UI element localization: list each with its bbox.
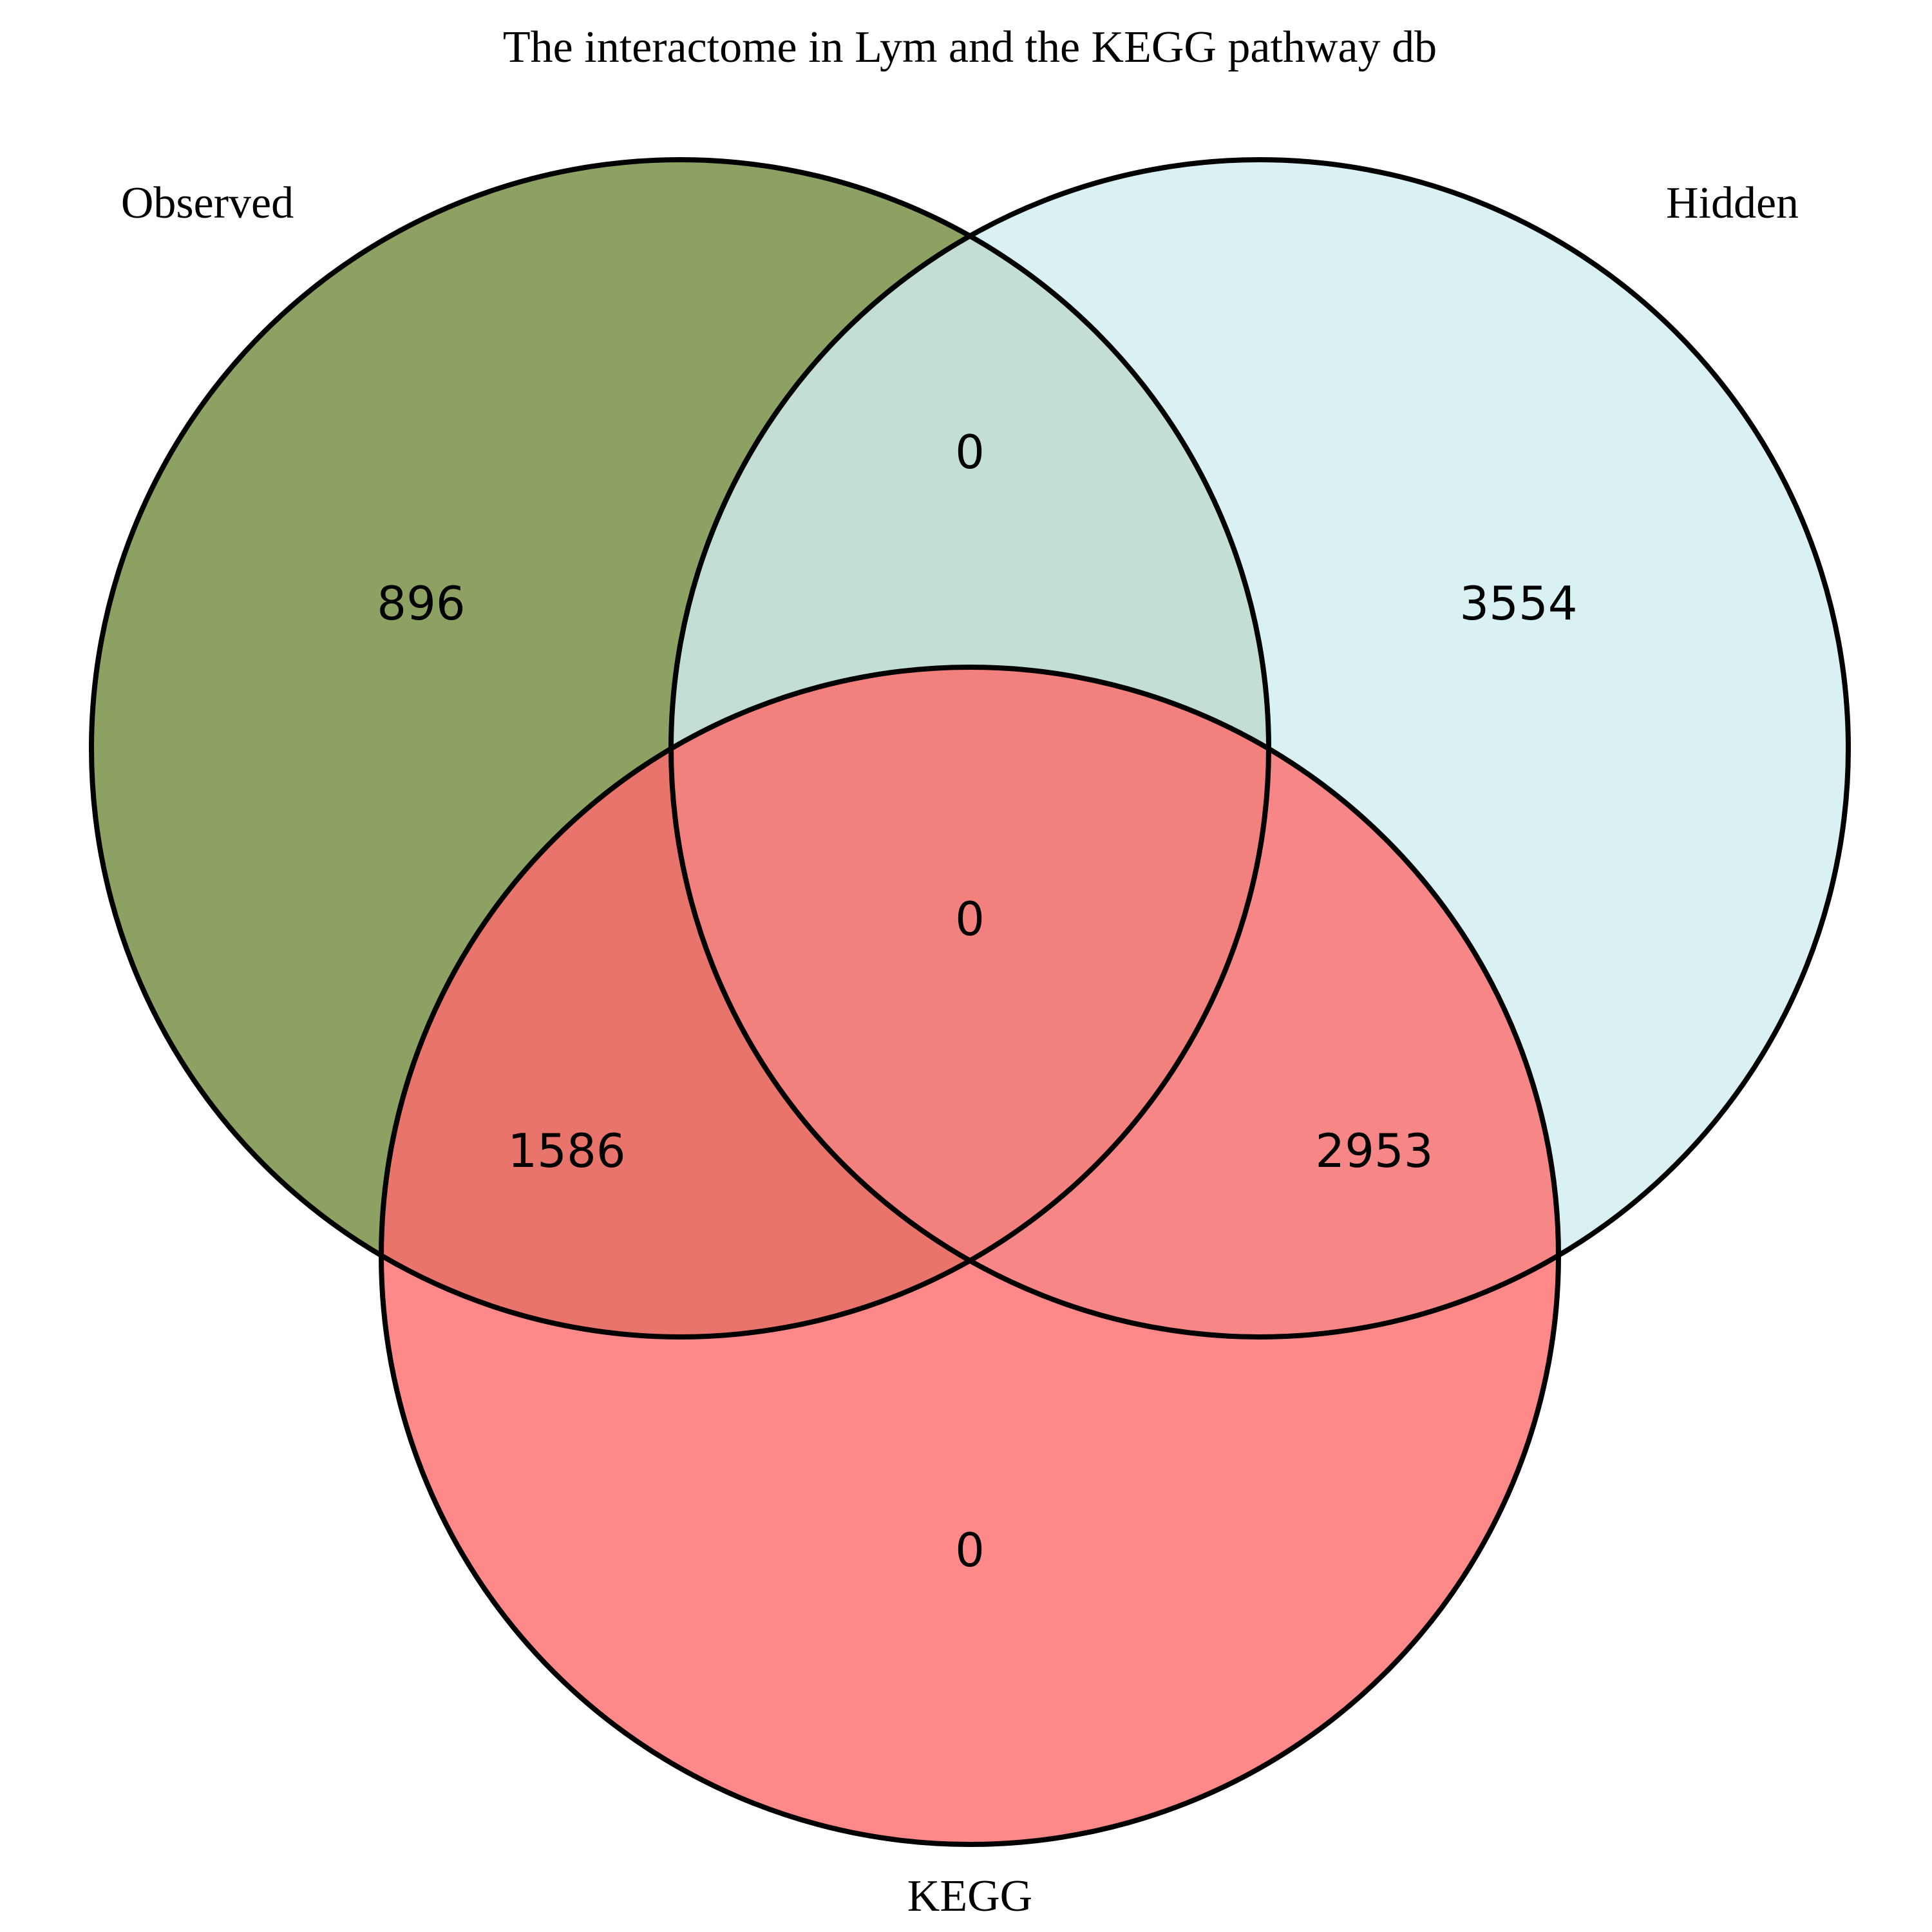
set-label-hidden: Hidden bbox=[1666, 178, 1799, 228]
count-observed-hidden: 0 bbox=[955, 425, 985, 479]
set-label-kegg: KEGG bbox=[907, 1871, 1032, 1921]
set-label-observed: Observed bbox=[121, 178, 294, 228]
count-kegg-only: 0 bbox=[955, 1523, 985, 1577]
count-all-three: 0 bbox=[955, 892, 985, 946]
chart-title: The interactome in Lym and the KEGG path… bbox=[503, 23, 1437, 72]
count-observed-only: 896 bbox=[377, 576, 465, 630]
kegg-set-outline bbox=[379, 665, 1561, 1847]
count-observed-kegg: 1586 bbox=[507, 1124, 625, 1178]
count-hidden-only: 3554 bbox=[1459, 576, 1577, 630]
count-hidden-kegg: 2953 bbox=[1315, 1124, 1433, 1178]
